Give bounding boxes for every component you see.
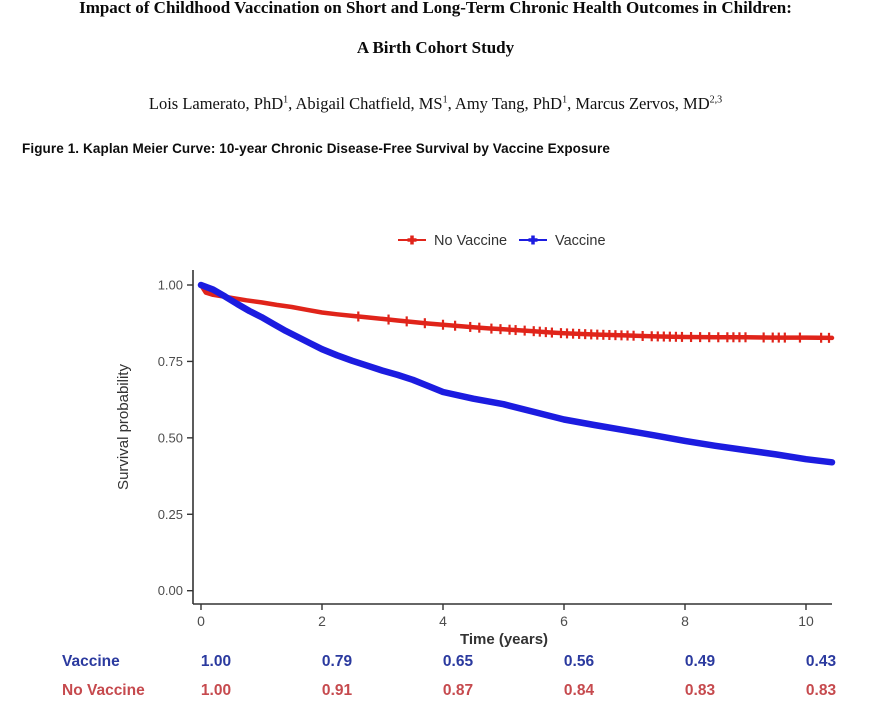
risk-row-label-vaccine: Vaccine bbox=[62, 653, 120, 670]
y-tick-label: 0.00 bbox=[158, 583, 183, 598]
y-tick-label: 0.75 bbox=[158, 354, 183, 369]
x-tick-label: 6 bbox=[560, 613, 568, 629]
paper-title-line2: A Birth Cohort Study bbox=[356, 38, 515, 57]
kaplan-meier-figure: No Vaccine Vaccine 0.00 0.25 0.50 0.75 1.00 0 2 4… bbox=[40, 195, 871, 719]
paper-title-line1: Impact of Childhood Vaccination on Short… bbox=[79, 0, 792, 17]
risk-value: 1.00 bbox=[201, 682, 231, 699]
risk-value: 0.83 bbox=[685, 682, 716, 699]
author: , Marcus Zervos, MD2,3 bbox=[567, 94, 723, 113]
y-axis-title: Survival probability bbox=[115, 364, 132, 490]
figure-caption: Figure 1. Kaplan Meier Curve: 10-year Ch… bbox=[22, 141, 610, 156]
risk-row-label-no-vaccine: No Vaccine bbox=[62, 682, 145, 699]
km-chart: No Vaccine Vaccine 0.00 0.25 0.50 0.75 1.00 0 2 4… bbox=[62, 233, 837, 699]
y-tick-label: 0.25 bbox=[158, 507, 183, 522]
risk-value: 0.43 bbox=[806, 653, 837, 670]
author: Lois Lamerato, PhD1 bbox=[148, 94, 289, 113]
risk-value: 0.79 bbox=[322, 653, 353, 670]
risk-value: 0.84 bbox=[564, 682, 595, 699]
risk-value: 0.83 bbox=[806, 682, 837, 699]
risk-value: 0.65 bbox=[443, 653, 474, 670]
x-tick-label: 10 bbox=[798, 613, 814, 629]
author: , Amy Tang, PhD1 bbox=[447, 94, 568, 113]
y-tick-label: 0.50 bbox=[158, 430, 183, 445]
x-tick-label: 2 bbox=[318, 613, 326, 629]
legend-label-vaccine: Vaccine bbox=[555, 233, 606, 249]
risk-value: 0.91 bbox=[322, 682, 353, 699]
x-tick-label: 0 bbox=[197, 613, 205, 629]
risk-value: 0.87 bbox=[443, 682, 473, 699]
author: , Abigail Chatfield, MS1 bbox=[288, 94, 448, 113]
risk-value: 0.49 bbox=[685, 653, 716, 670]
risk-value: 1.00 bbox=[201, 653, 231, 670]
km-curve-vaccine bbox=[197, 281, 836, 466]
legend-label-no-vaccine: No Vaccine bbox=[434, 233, 507, 249]
risk-value: 0.56 bbox=[564, 653, 595, 670]
km-curve-no-vaccine bbox=[198, 282, 835, 341]
y-tick-label: 1.00 bbox=[158, 278, 183, 293]
author-list: Lois Lamerato, PhD1, Abigail Chatfield, … bbox=[0, 94, 871, 114]
x-tick-label: 8 bbox=[681, 613, 689, 629]
x-axis-title: Time (years) bbox=[460, 631, 548, 648]
x-tick-label: 4 bbox=[439, 613, 447, 629]
